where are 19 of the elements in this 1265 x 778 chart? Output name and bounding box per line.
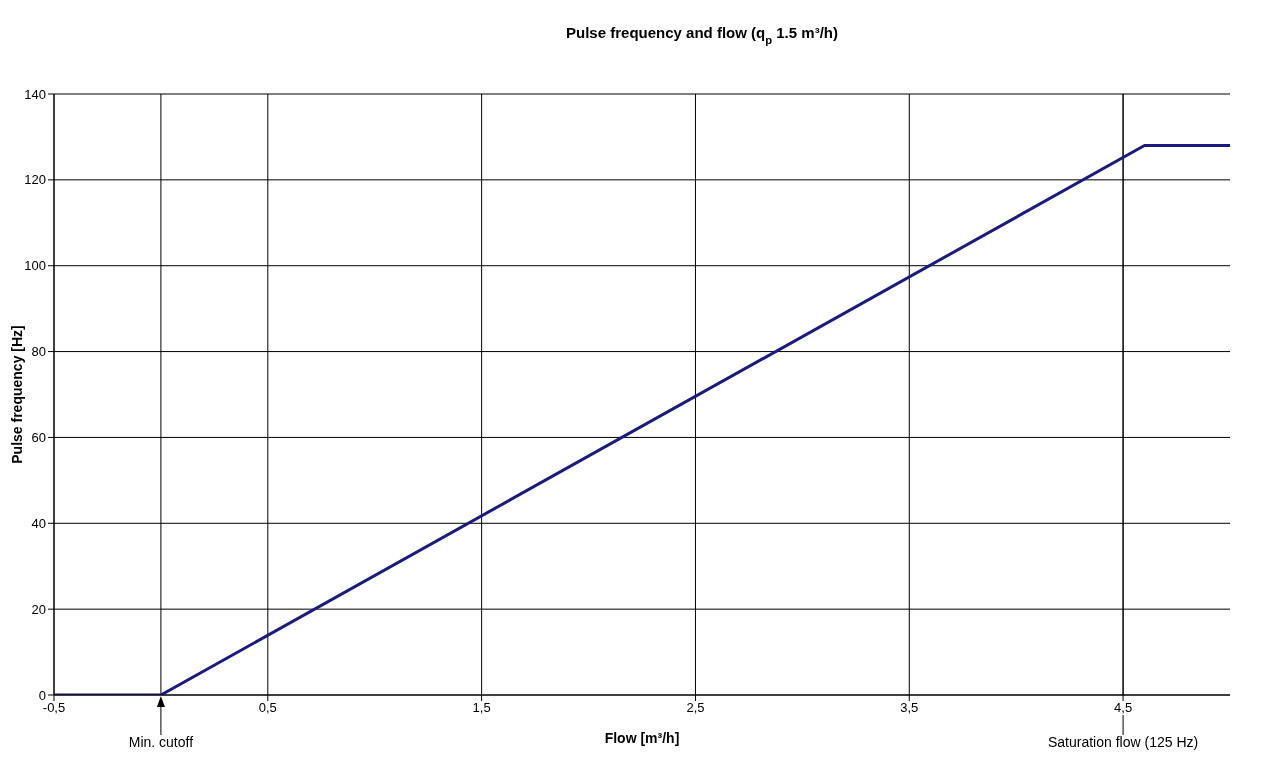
x-tick-label: -0,5	[42, 700, 66, 716]
x-tick-label: 4,5	[1114, 700, 1133, 716]
annotation: Min. cutoff	[128, 734, 194, 750]
y-tick-label: 100	[24, 258, 46, 274]
y-tick-label: 20	[31, 601, 46, 617]
ref-line-label: Saturation flow (125 Hz)	[1048, 734, 1199, 750]
x-tick-label: 1,5	[472, 700, 491, 716]
x-tick-label: 2,5	[686, 700, 705, 716]
y-tick-label: 0	[38, 687, 46, 703]
chart-title: Pulse frequency and flow (q$_{p}$ 1.5 m³/h)	[566, 24, 838, 46]
y-tick-label: 80	[31, 344, 46, 360]
y-tick-label: 40	[31, 515, 46, 531]
x-tick-label: 3,5	[900, 700, 919, 716]
y-tick-label: 60	[31, 430, 46, 446]
y-axis-title: Pulse frequency [Hz]	[9, 325, 25, 464]
y-tick-label: 120	[24, 172, 46, 188]
x-axis-title: Flow [m³/h]	[604, 730, 680, 746]
x-tick-label: 0,5	[258, 700, 277, 716]
y-tick-label: 140	[24, 86, 46, 102]
